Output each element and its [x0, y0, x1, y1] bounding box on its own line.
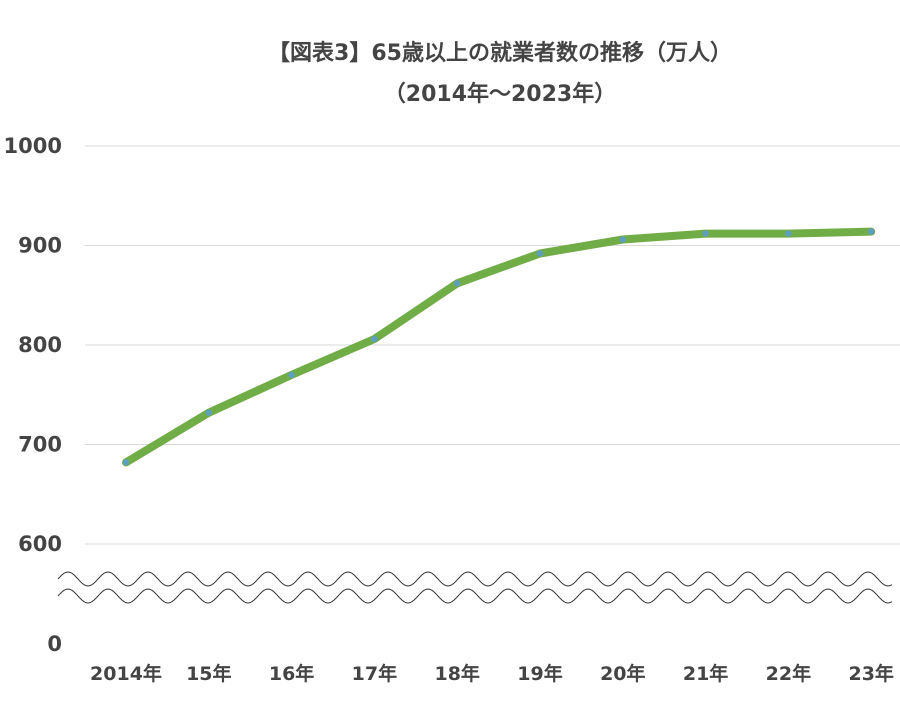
y-tick-label: 0 — [47, 632, 62, 656]
data-point — [371, 336, 377, 342]
data-point — [454, 280, 460, 286]
series-layer — [123, 228, 875, 465]
x-tick-label: 20年 — [600, 662, 645, 685]
chart-title: 【図表3】65歳以上の就業者数の推移（万人） — [268, 40, 732, 66]
x-tick-label: 21年 — [683, 662, 728, 685]
data-point — [868, 228, 874, 234]
series-line — [126, 232, 871, 463]
data-point — [288, 372, 294, 378]
data-point — [537, 250, 543, 256]
x-tick-label: 23年 — [848, 662, 893, 685]
y-tick-label: 700 — [18, 433, 62, 457]
x-tick-label: 22年 — [766, 662, 811, 685]
x-tick-label: 15年 — [186, 662, 231, 685]
x-axis-ticks: 2014年 15年 16年 17年 18年 19年 20年 21年 22年 23年 — [90, 662, 894, 685]
data-point — [620, 236, 626, 242]
x-tick-label: 18年 — [434, 662, 479, 685]
y-tick-label: 600 — [18, 532, 62, 556]
y-axis-ticks: 0 600 700 800 900 1000 — [4, 134, 62, 656]
axis-break-wave — [58, 572, 892, 586]
y-tick-label: 800 — [18, 333, 62, 357]
axis-break — [58, 572, 892, 603]
x-tick-label: 2014年 — [90, 662, 162, 685]
data-point — [123, 459, 129, 465]
data-point — [702, 230, 708, 236]
data-point — [206, 409, 212, 415]
chart-subtitle: （2014年～2023年） — [384, 81, 616, 107]
x-tick-label: 16年 — [269, 662, 314, 685]
axis-break-wave — [58, 589, 892, 603]
gridlines — [85, 146, 900, 544]
x-tick-label: 17年 — [352, 662, 397, 685]
data-point — [785, 230, 791, 236]
x-tick-label: 19年 — [517, 662, 562, 685]
y-tick-label: 1000 — [4, 134, 62, 158]
y-tick-label: 900 — [18, 234, 62, 258]
